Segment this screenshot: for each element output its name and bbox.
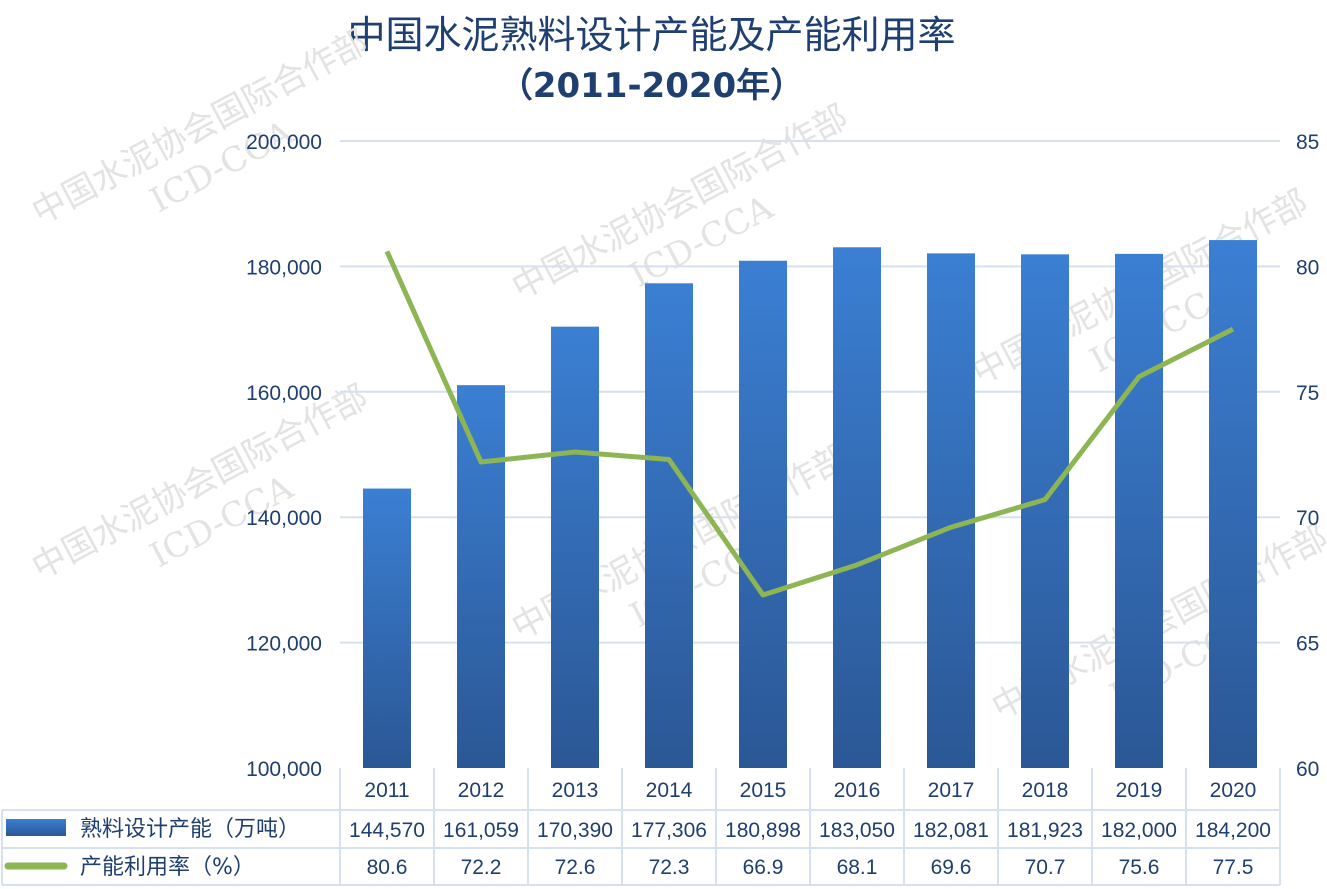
y-right-tick-label: 80: [1296, 256, 1319, 279]
y-left-tick-label: 140,000: [246, 507, 322, 530]
x-tick-label: 2012: [458, 779, 505, 802]
y-right-tick-label: 65: [1296, 633, 1319, 656]
table-cell-utilization: 72.2: [461, 856, 502, 879]
table-cell-utilization: 70.7: [1025, 856, 1066, 879]
svg-text:中国水泥协会国际合作部: 中国水泥协会国际合作部: [25, 22, 374, 233]
y-left-tick-label: 180,000: [246, 256, 322, 279]
bar-2015: [739, 260, 787, 768]
table-cell-capacity: 180,898: [725, 819, 801, 842]
table-cell-capacity: 181,923: [1007, 819, 1083, 842]
table-cell-capacity: 170,390: [537, 819, 613, 842]
table-cell-utilization: 72.3: [649, 856, 690, 879]
table-cell-utilization: 69.6: [931, 856, 972, 879]
table-cell-capacity: 161,059: [443, 819, 519, 842]
svg-text:中国水泥协会国际合作部: 中国水泥协会国际合作部: [25, 377, 374, 588]
table-cell-utilization: 66.9: [743, 856, 784, 879]
table-cell-capacity: 182,081: [913, 819, 989, 842]
chart-subtitle: （2011-2020年）: [498, 66, 805, 106]
table-cell-capacity: 183,050: [819, 819, 895, 842]
x-tick-label: 2014: [646, 779, 693, 802]
y-left-tick-label: 160,000: [246, 382, 322, 405]
bar-2013: [551, 326, 599, 768]
table-cell-utilization: 77.5: [1213, 856, 1254, 879]
x-tick-label: 2018: [1022, 779, 1069, 802]
y-right-tick-label: 60: [1296, 758, 1319, 781]
x-tick-label: 2016: [834, 779, 881, 802]
x-tick-label: 2020: [1210, 779, 1257, 802]
x-tick-label: 2013: [552, 779, 599, 802]
bar-2020: [1209, 240, 1257, 769]
y-right-tick-label: 85: [1296, 131, 1319, 154]
table-cell-capacity: 182,000: [1101, 819, 1177, 842]
bar-2014: [645, 283, 693, 768]
legend-label-line: 产能利用率（%）: [80, 855, 255, 880]
y-right-tick-label: 75: [1296, 382, 1319, 405]
table-cell-utilization: 80.6: [367, 856, 408, 879]
x-tick-label: 2017: [928, 779, 975, 802]
bar-2017: [927, 253, 975, 769]
bar-2016: [833, 247, 881, 769]
legend-key-bar: [6, 819, 66, 836]
table-cell-utilization: 68.1: [837, 856, 878, 879]
table-cell-utilization: 72.6: [555, 856, 596, 879]
y-left-tick-label: 200,000: [246, 131, 322, 154]
table-cell-capacity: 184,200: [1195, 819, 1271, 842]
y-right-tick-label: 70: [1296, 507, 1319, 530]
y-left-tick-label: 100,000: [246, 758, 322, 781]
bar-2018: [1021, 254, 1069, 769]
x-tick-label: 2015: [740, 779, 787, 802]
table-cell-utilization: 75.6: [1119, 856, 1160, 879]
table-cell-capacity: 144,570: [349, 819, 425, 842]
svg-text:中国水泥协会国际合作部: 中国水泥协会国际合作部: [505, 97, 854, 308]
bar-2011: [363, 488, 411, 768]
utilization-line: [384, 250, 1235, 598]
bar-2019: [1115, 253, 1163, 769]
x-tick-label: 2019: [1116, 779, 1163, 802]
chart-title: 中国水泥熟料设计产能及产能利用率: [347, 13, 956, 57]
bar-2012: [457, 385, 505, 768]
table-cell-capacity: 177,306: [631, 819, 707, 842]
x-tick-label: 2011: [364, 779, 409, 802]
legend-label-bar: 熟料设计产能（万吨）: [80, 817, 300, 842]
y-left-tick-label: 120,000: [246, 633, 322, 656]
